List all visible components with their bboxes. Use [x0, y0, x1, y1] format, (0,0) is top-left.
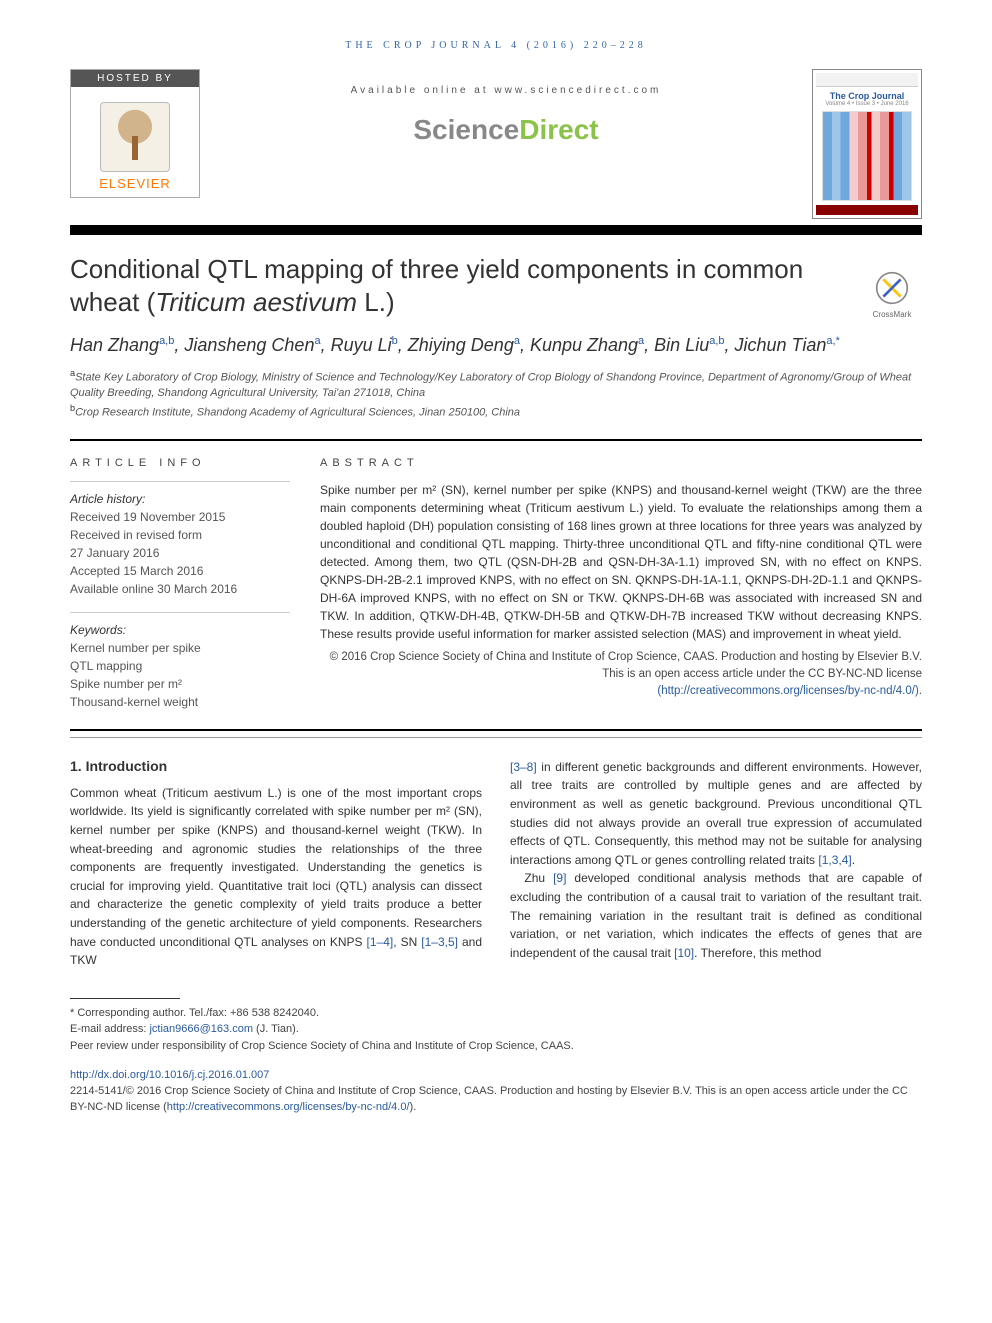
title-species: Triticum aestivum — [155, 287, 357, 317]
affil-a: aState Key Laboratory of Crop Biology, M… — [70, 367, 922, 401]
sd-word-1: Science — [413, 114, 519, 145]
intro-text: , SN — [393, 935, 421, 949]
sd-word-2: Direct — [519, 114, 598, 145]
citation[interactable]: [3–8] — [510, 760, 537, 774]
history-line: Received in revised form — [70, 526, 290, 544]
history-line: Available online 30 March 2016 — [70, 580, 290, 598]
copyright-text: © 2016 Crop Science Society of China and… — [330, 651, 922, 680]
affil-b: bCrop Research Institute, Shandong Acade… — [70, 402, 922, 421]
email-label: E-mail address: — [70, 1023, 149, 1035]
history-line: Accepted 15 March 2016 — [70, 562, 290, 580]
abstract-heading: ABSTRACT — [320, 457, 922, 469]
hosted-by-box: HOSTED BY ELSEVIER — [70, 69, 200, 198]
affil-a-text: State Key Laboratory of Crop Biology, Mi… — [70, 372, 911, 399]
cover-journal-title: The Crop Journal — [816, 91, 918, 101]
doi-block: http://dx.doi.org/10.1016/j.cj.2016.01.0… — [70, 1068, 922, 1116]
history-label: Article history: — [70, 490, 290, 508]
article-title: Conditional QTL mapping of three yield c… — [70, 253, 848, 318]
history-line: 27 January 2016 — [70, 544, 290, 562]
abstract-copyright: © 2016 Crop Science Society of China and… — [320, 649, 922, 701]
intro-text: . Therefore, this method — [694, 946, 821, 960]
abstract-text: Spike number per m² (SN), kernel number … — [320, 481, 922, 643]
rule-above-abstract — [70, 439, 922, 441]
citation[interactable]: [1,3,4] — [818, 853, 851, 867]
title-part-b: L.) — [357, 287, 395, 317]
citation[interactable]: [9] — [553, 871, 566, 885]
intro-text: . — [852, 853, 855, 867]
keyword: Thousand-kernel weight — [70, 693, 290, 711]
footnote-rule — [70, 998, 180, 999]
crossmark-label: CrossMark — [862, 310, 922, 319]
keywords-block: Keywords: Kernel number per spike QTL ma… — [70, 612, 290, 711]
email-tail: (J. Tian). — [253, 1023, 299, 1035]
cover-issue-line: Volume 4 • Issue 3 • June 2016 — [816, 101, 918, 107]
available-online-line: Available online at www.sciencedirect.co… — [214, 85, 798, 96]
email-line: E-mail address: jctian9666@163.com (J. T… — [70, 1021, 922, 1038]
elsevier-logo: ELSEVIER — [71, 87, 199, 197]
history-line: Received 19 November 2015 — [70, 508, 290, 526]
intro-text: in different genetic backgrounds and dif… — [510, 760, 922, 867]
author-list: Han Zhanga,b, Jiansheng Chena, Ruyu Lib,… — [70, 333, 922, 357]
keyword: QTL mapping — [70, 657, 290, 675]
keywords-label: Keywords: — [70, 621, 290, 639]
intro-heading: 1. Introduction — [70, 758, 482, 774]
corresponding-author: * Corresponding author. Tel./fax: +86 53… — [70, 1005, 922, 1022]
affiliations: aState Key Laboratory of Crop Biology, M… — [70, 367, 922, 420]
cover-image-icon — [822, 111, 912, 201]
article-history-block: Article history: Received 19 November 20… — [70, 481, 290, 598]
rule-thin — [70, 737, 922, 738]
divider-bar — [70, 225, 922, 235]
intro-text: Zhu — [524, 871, 553, 885]
citation[interactable]: [10] — [674, 946, 694, 960]
bottom-license-link[interactable]: http://creativecommons.org/licenses/by-n… — [167, 1101, 410, 1113]
affil-b-text: Crop Research Institute, Shandong Academ… — [75, 406, 520, 418]
citation[interactable]: [1–3,5] — [421, 935, 458, 949]
intro-text: Common wheat (Triticum aestivum L.) is o… — [70, 786, 482, 949]
crossmark-badge[interactable]: CrossMark — [862, 271, 922, 319]
hosted-by-label: HOSTED BY — [71, 70, 199, 87]
article-info-heading: ARTICLE INFO — [70, 457, 290, 469]
rule-below-abstract — [70, 729, 922, 731]
citation[interactable]: [1–4] — [367, 935, 394, 949]
doi-link[interactable]: http://dx.doi.org/10.1016/j.cj.2016.01.0… — [70, 1069, 269, 1081]
keyword: Kernel number per spike — [70, 639, 290, 657]
keyword: Spike number per m² — [70, 675, 290, 693]
email-link[interactable]: jctian9666@163.com — [149, 1023, 253, 1035]
sciencedirect-logo[interactable]: ScienceDirect — [214, 114, 798, 146]
bottom-tail: ). — [410, 1101, 417, 1113]
crossmark-icon — [875, 271, 909, 305]
license-link[interactable]: (http://creativecommons.org/licenses/by-… — [657, 685, 918, 697]
footnotes: * Corresponding author. Tel./fax: +86 53… — [70, 1005, 922, 1055]
center-banner: Available online at www.sciencedirect.co… — [214, 69, 798, 146]
masthead-banner: HOSTED BY ELSEVIER Available online at w… — [70, 69, 922, 219]
running-header: THE CROP JOURNAL 4 (2016) 220–228 — [70, 40, 922, 51]
intro-para-1-cont: [3–8] in different genetic backgrounds a… — [510, 758, 922, 870]
cover-bottom-strip — [816, 205, 918, 215]
intro-para-2: Zhu [9] developed conditional analysis m… — [510, 869, 922, 962]
cover-head-strip — [816, 73, 918, 87]
elsevier-tree-icon — [100, 102, 170, 172]
peer-review-note: Peer review under responsibility of Crop… — [70, 1038, 922, 1055]
elsevier-wordmark: ELSEVIER — [99, 176, 171, 191]
journal-cover-thumb[interactable]: The Crop Journal Volume 4 • Issue 3 • Ju… — [812, 69, 922, 219]
intro-para-1: Common wheat (Triticum aestivum L.) is o… — [70, 784, 482, 970]
